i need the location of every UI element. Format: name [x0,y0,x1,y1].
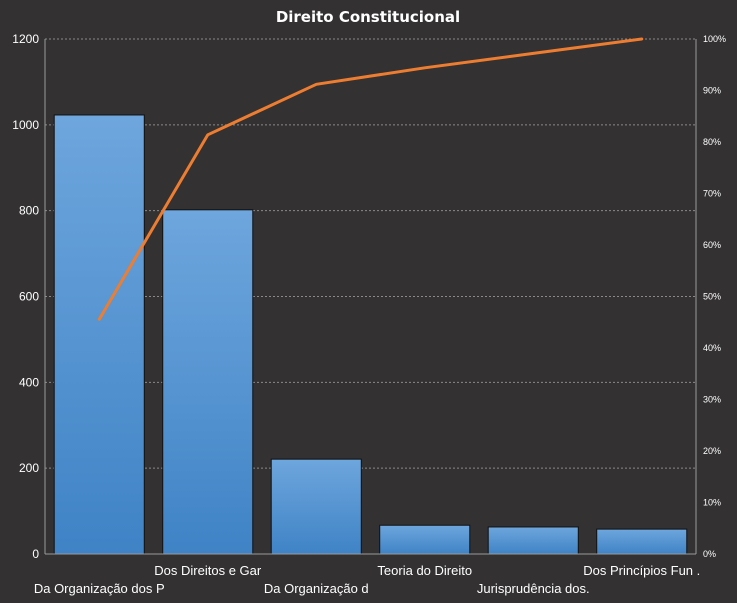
x-tick-label: Teoria do Direito [377,563,472,578]
x-tick-label: Dos Direitos e Gar [154,563,262,578]
y2-tick-label: 70% [703,189,721,199]
bar [53,114,145,555]
x-tick-label: Da Organização dos P [34,581,165,596]
y-tick-label: 200 [19,461,39,475]
axes: 0 200 400 600 800 1000 1200 0% 10% 20% 30% 40% 50% 60… [12,32,726,596]
y2-tick-label: 10% [703,498,721,508]
y2-tick-label: 80% [703,137,721,147]
y-tick-label: 600 [19,290,39,304]
y2-tick-label: 50% [703,292,721,302]
x-tick-label: Da Organização d [264,581,369,596]
y2-tick-label: 40% [703,343,721,353]
y2-tick-label: 60% [703,240,721,250]
y2-tick-label: 100% [703,34,726,44]
cumulative-line [97,37,644,321]
bar [162,209,254,555]
y2-tick-label: 20% [703,446,721,456]
bar [379,524,471,555]
y-tick-label: 0 [32,547,39,561]
bar [270,458,362,555]
y-tick-label: 400 [19,375,39,389]
bar-series [53,114,688,555]
y2-tick-label: 0% [703,549,716,559]
y-tick-label: 1000 [12,118,39,132]
y-tick-label: 800 [19,204,39,218]
bar [596,528,688,555]
chart-title: Direito Constitucional [276,8,460,26]
x-tick-label: Jurisprudência dos. [477,581,590,596]
y-tick-label: 1200 [12,32,39,46]
gridlines [45,38,696,469]
cumulative-line-series [97,37,644,321]
x-tick-label: Dos Princípios Fun . [583,563,700,578]
bar [487,526,579,555]
y2-tick-label: 30% [703,395,721,405]
y2-tick-label: 90% [703,86,721,96]
